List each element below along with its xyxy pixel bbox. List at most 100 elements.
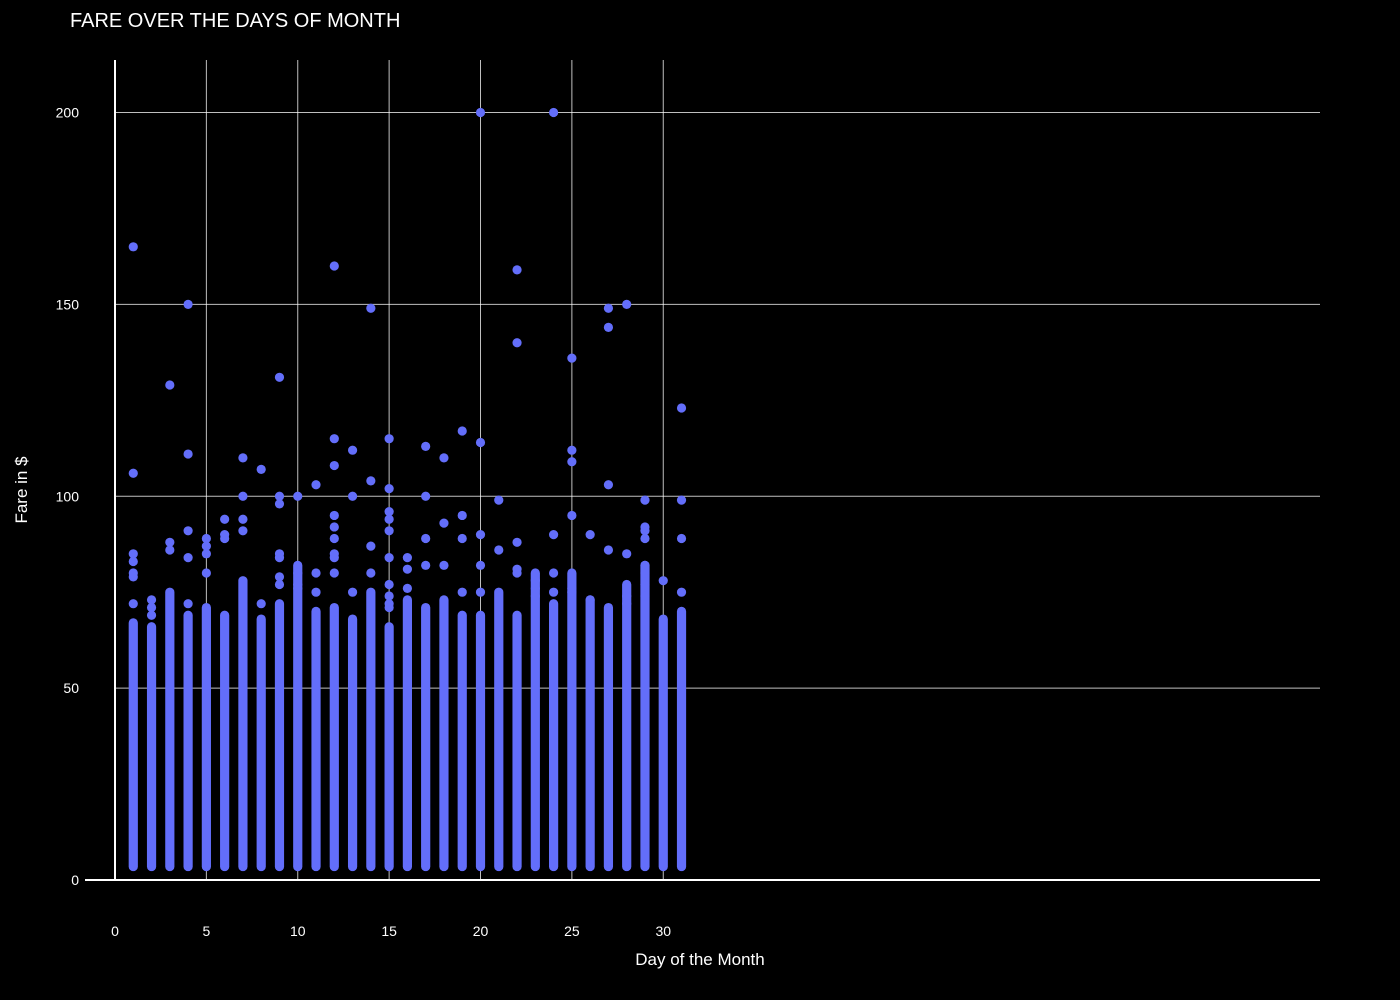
data-point	[165, 545, 175, 555]
data-point	[201, 568, 211, 578]
data-point	[530, 583, 540, 593]
y-tick-label: 0	[71, 872, 79, 888]
data-point	[311, 480, 321, 490]
data-point	[457, 510, 467, 521]
data-point	[311, 568, 321, 578]
data-point	[256, 599, 266, 609]
data-point	[238, 453, 248, 463]
data-point	[238, 526, 248, 536]
data-point	[183, 449, 193, 459]
data-point	[512, 568, 522, 578]
data-point	[622, 549, 632, 559]
data-point	[421, 560, 431, 570]
data-point	[421, 491, 431, 501]
data-point	[384, 514, 394, 524]
data-point	[366, 303, 376, 313]
data-point	[128, 599, 138, 609]
data-point	[183, 553, 193, 563]
data-point	[274, 491, 285, 501]
data-point	[274, 499, 285, 509]
data-point	[530, 591, 540, 601]
y-tick-label: 50	[63, 680, 79, 696]
data-point	[421, 441, 431, 451]
data-point	[146, 595, 157, 605]
data-point	[549, 530, 559, 540]
data-point	[329, 434, 339, 444]
data-point	[603, 322, 614, 332]
data-point	[274, 579, 285, 590]
data-point	[421, 533, 431, 544]
data-point	[622, 299, 632, 309]
data-point	[165, 380, 175, 390]
data-point	[384, 507, 394, 517]
data-point	[603, 480, 614, 490]
data-point	[329, 261, 339, 271]
data-point	[146, 610, 157, 620]
data-point	[128, 242, 138, 252]
data-point	[384, 434, 394, 444]
data-point	[640, 591, 650, 601]
axis-layer	[85, 60, 1320, 881]
data-point	[640, 533, 650, 544]
data-point	[366, 476, 376, 486]
data-point	[402, 583, 412, 593]
data-point	[366, 568, 376, 578]
data-point	[622, 591, 632, 601]
data-point	[567, 510, 577, 521]
x-tick-label: 5	[202, 923, 210, 939]
data-point	[658, 576, 668, 586]
data-point	[475, 437, 486, 448]
data-point	[640, 579, 650, 590]
data-point	[603, 303, 614, 313]
data-point	[347, 587, 358, 597]
data-point	[329, 460, 339, 471]
data-point	[475, 530, 486, 540]
x-tick-label: 10	[290, 923, 306, 939]
data-point	[640, 568, 650, 578]
y-tick-label: 150	[56, 296, 80, 312]
y-tick-label: 100	[56, 488, 80, 504]
data-point	[475, 560, 486, 570]
data-point	[384, 483, 394, 494]
data-point	[402, 564, 412, 574]
x-tick-label: 20	[473, 923, 489, 939]
data-point	[457, 426, 467, 436]
chart-title: FARE OVER THE DAYS OF MONTH	[70, 10, 401, 32]
data-point	[549, 587, 559, 597]
data-point	[384, 553, 394, 563]
data-point	[567, 353, 577, 363]
data-point	[494, 495, 504, 505]
data-point	[640, 560, 650, 570]
data-point	[183, 299, 193, 309]
data-point	[366, 541, 376, 551]
data-point	[274, 572, 285, 582]
data-point	[347, 445, 358, 455]
data-point	[603, 545, 614, 555]
data-point	[512, 537, 522, 547]
data-point	[640, 526, 650, 536]
data-point	[293, 568, 303, 578]
data-point	[676, 495, 687, 505]
data-point	[640, 495, 650, 505]
data-point	[293, 583, 303, 593]
data-point	[567, 587, 577, 597]
data-point	[567, 457, 577, 467]
data-point	[165, 537, 175, 547]
data-point	[384, 591, 394, 601]
data-point	[220, 533, 230, 544]
data-point	[293, 491, 303, 501]
data-point	[384, 602, 394, 613]
y-axis-title: Fare in $	[12, 456, 31, 524]
data-point	[128, 556, 138, 567]
data-point	[128, 549, 138, 559]
x-tick-label: 0	[111, 923, 119, 939]
data-point	[329, 510, 339, 521]
data-point	[201, 533, 211, 544]
data-point	[329, 553, 339, 563]
data-point	[622, 599, 632, 609]
data-point	[457, 587, 467, 597]
data-point	[183, 526, 193, 536]
data-point	[329, 533, 339, 544]
data-point	[146, 602, 157, 613]
